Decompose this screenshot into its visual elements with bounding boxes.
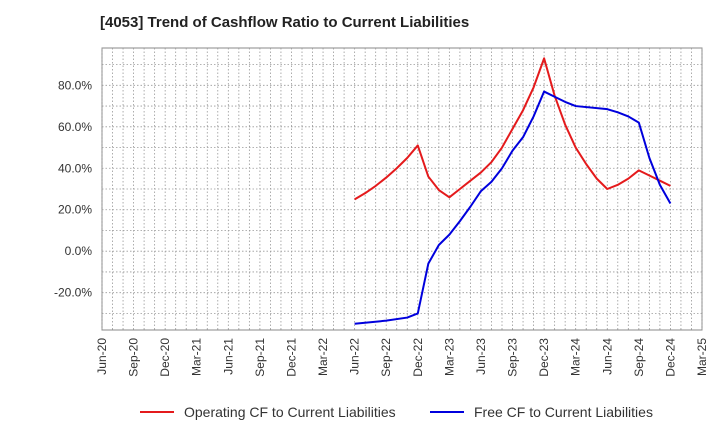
x-tick-label: Jun-20 — [95, 338, 109, 375]
y-tick-label: 80.0% — [58, 78, 92, 92]
series-line-0 — [354, 57, 671, 201]
x-tick-label: Mar-24 — [569, 338, 583, 376]
x-tick-label: Dec-22 — [411, 338, 425, 377]
y-tick-label: -20.0% — [54, 286, 92, 300]
x-tick-label: Jun-23 — [474, 338, 488, 375]
x-tick-label: Sep-20 — [127, 338, 141, 377]
x-tick-label: Mar-23 — [442, 338, 456, 376]
x-tick-label: Mar-21 — [190, 338, 204, 376]
x-tick-label: Sep-22 — [379, 338, 393, 377]
x-tick-label: Dec-20 — [158, 338, 172, 377]
plot-area — [101, 47, 703, 331]
chart-legend: Operating CF to Current Liabilities Free… — [0, 398, 720, 432]
x-tick-label: Mar-25 — [695, 338, 709, 376]
x-tick-label: Sep-21 — [253, 338, 267, 377]
legend-label-free-cf: Free CF to Current Liabilities — [474, 404, 653, 420]
x-tick-label: Dec-21 — [284, 338, 298, 377]
legend-item-free-cf: Free CF to Current Liabilities — [430, 404, 653, 420]
legend-swatch-operating-cf — [140, 411, 174, 413]
x-tick-label: Dec-23 — [537, 338, 551, 377]
x-tick-label: Dec-24 — [663, 338, 677, 377]
y-tick-label: 20.0% — [58, 203, 92, 217]
series-line-1 — [354, 90, 672, 325]
chart-title: [4053] Trend of Cashflow Ratio to Curren… — [100, 14, 470, 31]
y-tick-label: 60.0% — [58, 120, 92, 134]
x-tick-label: Sep-24 — [632, 338, 646, 377]
legend-item-operating-cf: Operating CF to Current Liabilities — [140, 404, 396, 420]
y-tick-label: 0.0% — [65, 244, 93, 258]
legend-label-operating-cf: Operating CF to Current Liabilities — [184, 404, 396, 420]
x-tick-label: Jun-24 — [600, 338, 614, 375]
legend-swatch-free-cf — [430, 411, 464, 413]
x-tick-label: Sep-23 — [506, 338, 520, 377]
x-tick-label: Jun-22 — [348, 338, 362, 375]
x-tick-label: Mar-22 — [316, 338, 330, 376]
y-tick-label: 40.0% — [58, 161, 92, 175]
x-tick-label: Jun-21 — [221, 338, 235, 375]
